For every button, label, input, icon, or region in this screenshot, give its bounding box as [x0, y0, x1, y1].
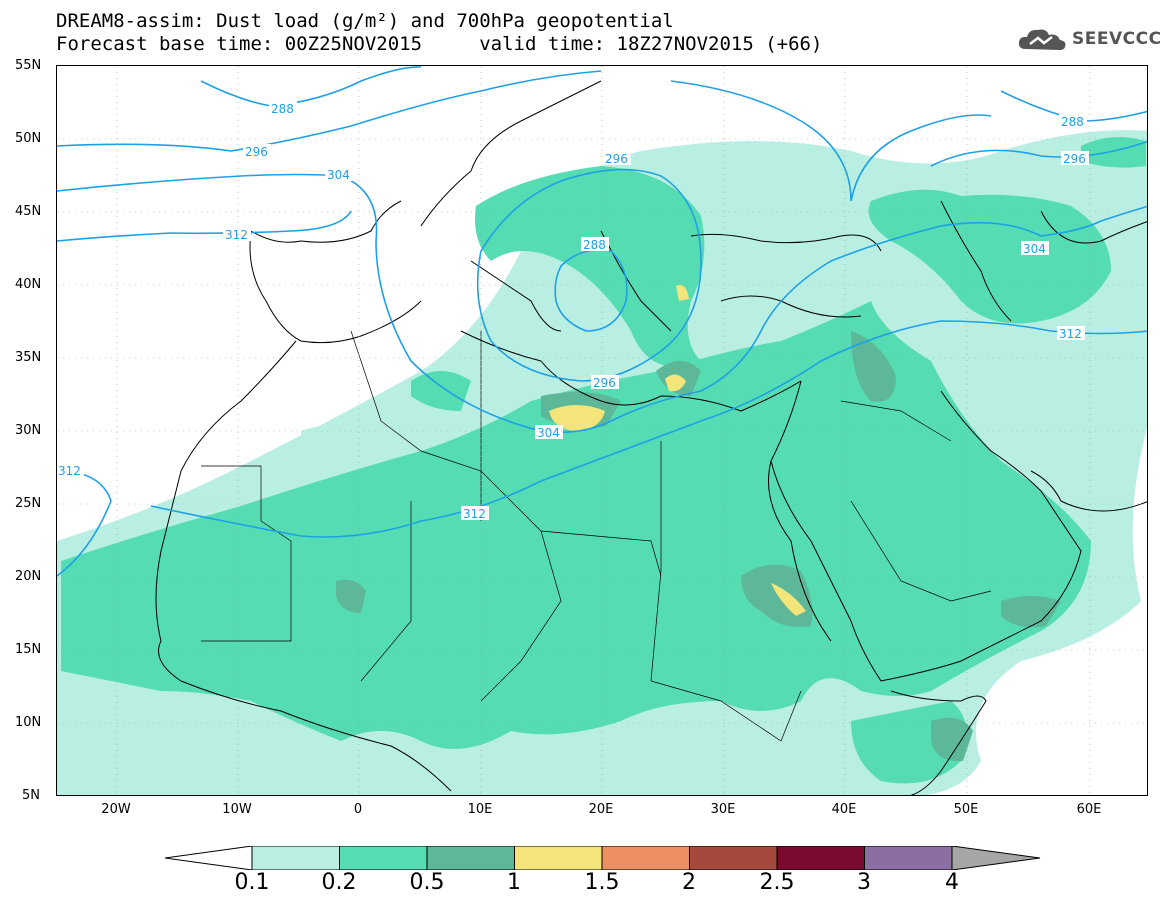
colorbar-swatch-2.5 [776, 846, 865, 870]
contour-label-304-b: 304 [537, 426, 560, 440]
lat-label-30n: 30N [15, 423, 42, 438]
map-panel: 288 296 304 312 288 296 304 312 288 296 … [56, 65, 1148, 796]
contour-label-288-c: 288 [1061, 115, 1084, 129]
lon-label-40e: 40E [831, 802, 857, 817]
lon-label-30e: 30E [710, 802, 736, 817]
dust-load-map: 288 296 304 312 288 296 304 312 288 296 … [57, 66, 1147, 795]
colorbar-label-1.5: 1.5 [584, 870, 620, 895]
lon-label-60e: 60E [1076, 802, 1102, 817]
lon-label-10e: 10E [467, 802, 493, 817]
contour-label-288-a: 288 [271, 102, 294, 116]
lat-label-25n: 25N [15, 496, 42, 511]
colorbar-swatch-above [951, 846, 1041, 870]
colorbar-swatch-0.1 [251, 846, 340, 870]
contour-label-304-c: 304 [1023, 242, 1046, 256]
map-title: DREAM8-assim: Dust load (g/m²) and 700hP… [56, 10, 674, 32]
dust-shading-yellow [549, 284, 806, 616]
map-subtitle: Forecast base time: 00Z25NOV2015 valid t… [56, 33, 823, 55]
lat-label-15n: 15N [15, 642, 42, 657]
lon-label-20w: 20W [101, 802, 131, 817]
colorbar-label-3: 3 [857, 870, 871, 895]
contour-label-296-a: 296 [245, 145, 268, 159]
contour-label-312-a: 312 [225, 228, 248, 242]
contour-label-312-c: 312 [1059, 327, 1082, 341]
colorbar-label-0.2: 0.2 [321, 870, 357, 895]
colorbar-label-2: 2 [682, 870, 696, 895]
colorbar-label-2.5: 2.5 [759, 870, 795, 895]
contour-label-312-d: 312 [58, 464, 81, 478]
lat-label-35n: 35N [15, 350, 42, 365]
colorbar-swatch-1 [514, 846, 603, 870]
lat-label-40n: 40N [15, 277, 42, 292]
logo-text: SEEVCCC [1072, 29, 1162, 49]
colorbar [165, 846, 1041, 870]
lat-label-45n: 45N [15, 204, 42, 219]
lon-label-0: 0 [353, 802, 363, 817]
colorbar-swatch-1.5 [601, 846, 690, 870]
lon-label-10w: 10W [222, 802, 252, 817]
contour-label-312-b: 312 [463, 507, 486, 521]
colorbar-swatch-below [165, 846, 253, 870]
lat-label-50n: 50N [15, 131, 42, 146]
cloud-icon [1018, 29, 1066, 50]
colorbar-label-4: 4 [945, 870, 959, 895]
lat-label-20n: 20N [15, 569, 42, 584]
contour-label-296-c: 296 [1063, 152, 1086, 166]
lat-label-10n: 10N [15, 715, 42, 730]
contour-labels: 288 296 304 312 288 296 304 312 288 296 … [57, 101, 1089, 521]
contour-label-296-d: 296 [605, 152, 628, 166]
lat-label-55n: 55N [15, 58, 42, 73]
graticule [57, 66, 1147, 795]
coastlines [155, 80, 1147, 795]
colorbar-swatch-3 [864, 846, 953, 870]
colorbar-swatch-0.5 [426, 846, 515, 870]
colorbar-swatch-0.2 [339, 846, 428, 870]
lon-label-20e: 20E [588, 802, 614, 817]
seevccc-logo: SEEVCCC [1016, 25, 1162, 53]
colorbar-swatch-2 [689, 846, 778, 870]
colorbar-label-0.1: 0.1 [234, 870, 270, 895]
colorbar-label-0.5: 0.5 [409, 870, 445, 895]
lon-label-50e: 50E [953, 802, 979, 817]
contour-label-288-b: 288 [583, 238, 606, 252]
colorbar-label-1: 1 [507, 870, 521, 895]
contour-label-304-a: 304 [327, 168, 350, 182]
lat-label-5n: 5N [22, 788, 40, 803]
dust-shading-medium [61, 137, 1146, 784]
contour-label-296-b: 296 [593, 376, 616, 390]
